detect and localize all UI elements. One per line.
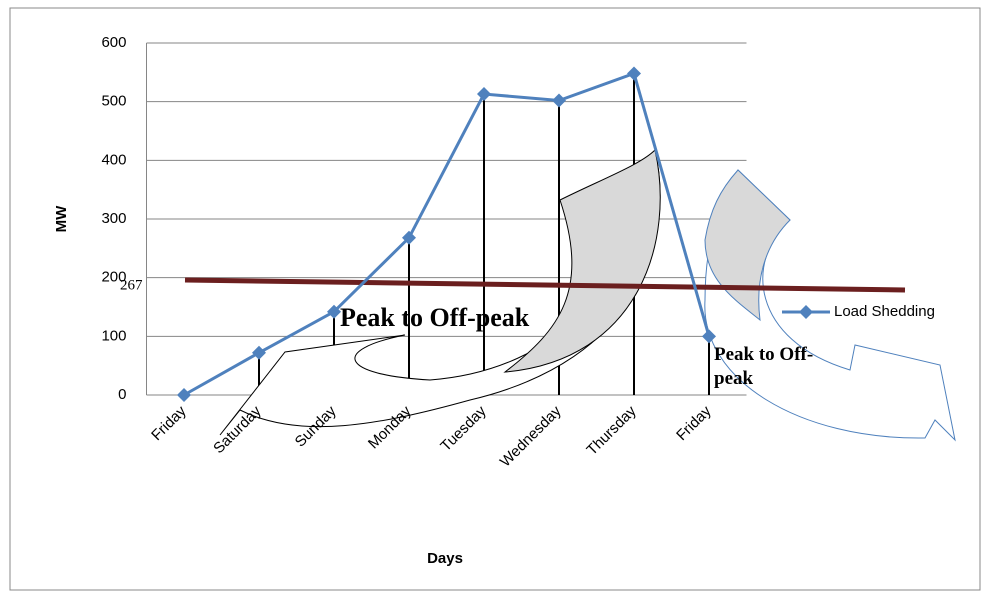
y-tick-label: 100 xyxy=(101,327,126,344)
marker xyxy=(477,87,491,102)
series-line xyxy=(183,71,711,397)
annotation: Peak to Off-peak xyxy=(340,303,530,332)
marker xyxy=(177,388,191,402)
x-axis-title: Days xyxy=(427,550,463,567)
legend-label: Load Shedding xyxy=(834,303,935,320)
y-tick-label: 600 xyxy=(101,34,126,51)
y-tick-label: 300 xyxy=(101,210,126,227)
chart-frame xyxy=(9,7,981,591)
y-tick-label: 200 xyxy=(101,269,126,286)
marker xyxy=(627,66,641,81)
marker xyxy=(552,93,566,108)
y-tick-label: 400 xyxy=(101,151,126,168)
marker xyxy=(252,345,266,360)
annotation: Peak to Off-peak xyxy=(714,344,814,389)
y-axis-title: MW xyxy=(53,205,70,232)
level-line xyxy=(184,277,906,293)
y-tick-label: 500 xyxy=(101,93,126,110)
annotation: 267 xyxy=(120,277,143,293)
arrow-shape xyxy=(503,149,661,373)
marker xyxy=(327,304,341,319)
legend-marker xyxy=(799,305,813,319)
marker xyxy=(702,329,716,344)
arrow-shape xyxy=(704,169,791,322)
marker xyxy=(402,230,416,245)
y-tick-label: 0 xyxy=(118,386,126,403)
